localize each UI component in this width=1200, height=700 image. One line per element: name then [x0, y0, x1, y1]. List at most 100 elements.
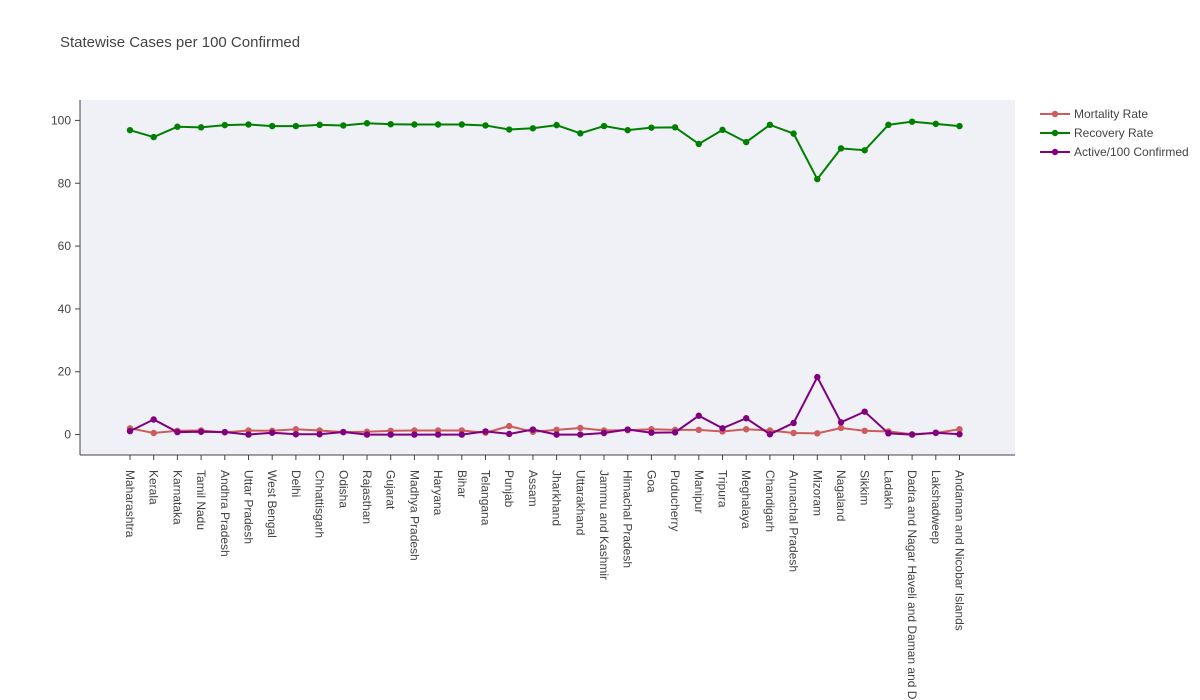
data-point-active-100-confirmed-mizoram[interactable] — [814, 373, 821, 381]
data-point-recovery-rate-jammu-and-kashmir[interactable] — [600, 122, 608, 130]
data-point-recovery-rate-uttar-pradesh[interactable] — [245, 121, 252, 128]
data-point-active-100-confirmed-ladakh[interactable] — [885, 430, 892, 437]
data-point-recovery-rate-tripura[interactable] — [719, 126, 726, 134]
data-point-mortality-rate-mizoram[interactable] — [814, 430, 821, 437]
data-point-recovery-rate-chandigarh[interactable] — [766, 121, 774, 129]
data-point-active-100-confirmed-puducherry[interactable] — [671, 429, 679, 436]
data-point-active-100-confirmed-nagaland[interactable] — [837, 419, 845, 426]
data-point-active-100-confirmed-telangana[interactable] — [482, 428, 489, 435]
y-tick-label: 20 — [58, 365, 72, 379]
data-point-recovery-rate-goa[interactable] — [648, 124, 655, 131]
data-point-active-100-confirmed-himachal-pradesh[interactable] — [624, 426, 631, 433]
data-point-active-100-confirmed-goa[interactable] — [648, 429, 655, 436]
data-point-recovery-rate-punjab[interactable] — [506, 126, 513, 133]
data-point-active-100-confirmed-chandigarh[interactable] — [766, 431, 774, 438]
data-point-recovery-rate-puducherry[interactable] — [671, 124, 679, 131]
data-point-active-100-confirmed-arunachal-pradesh[interactable] — [790, 419, 797, 427]
data-point-recovery-rate-west-bengal[interactable] — [269, 122, 276, 130]
data-point-recovery-rate-assam[interactable] — [529, 125, 537, 132]
data-point-mortality-rate-sikkim[interactable] — [861, 427, 868, 435]
data-point-recovery-rate-meghalaya[interactable] — [743, 138, 750, 146]
data-point-mortality-rate-andaman-and-nicobar-islands[interactable] — [956, 426, 963, 433]
data-point-recovery-rate-delhi[interactable] — [292, 122, 300, 130]
data-point-active-100-confirmed-sikkim[interactable] — [861, 408, 868, 415]
legend-item-active-100-confirmed[interactable]: Active/100 Confirmed — [1040, 145, 1189, 159]
data-point-active-100-confirmed-kerala[interactable] — [150, 416, 157, 423]
data-point-recovery-rate-lakshadweep[interactable] — [932, 120, 939, 128]
data-point-active-100-confirmed-madhya-pradesh[interactable] — [411, 431, 418, 438]
data-point-active-100-confirmed-uttarakhand[interactable] — [577, 431, 584, 438]
data-point-mortality-rate-kerala[interactable] — [150, 429, 157, 437]
x-tick-label-chandigarh: Chandigarh — [763, 470, 777, 532]
data-point-active-100-confirmed-maharashtra[interactable] — [126, 427, 134, 435]
data-point-active-100-confirmed-assam[interactable] — [529, 426, 537, 433]
data-point-active-100-confirmed-andhra-pradesh[interactable] — [221, 428, 228, 436]
x-tick-label-andhra-pradesh: Andhra Pradesh — [218, 470, 232, 557]
data-point-recovery-rate-mizoram[interactable] — [814, 175, 821, 183]
x-tick-label-goa: Goa — [644, 470, 658, 493]
data-point-recovery-rate-odisha[interactable] — [340, 122, 347, 129]
data-point-recovery-rate-ladakh[interactable] — [885, 121, 892, 129]
data-point-mortality-rate-arunachal-pradesh[interactable] — [790, 429, 797, 437]
data-point-mortality-rate-manipur[interactable] — [695, 426, 702, 434]
data-point-recovery-rate-uttarakhand[interactable] — [577, 130, 584, 137]
data-point-active-100-confirmed-manipur[interactable] — [695, 412, 702, 419]
legend-item-recovery-rate[interactable]: Recovery Rate — [1040, 126, 1154, 140]
data-point-recovery-rate-manipur[interactable] — [695, 140, 702, 148]
data-point-mortality-rate-delhi[interactable] — [292, 426, 300, 433]
data-point-recovery-rate-arunachal-pradesh[interactable] — [790, 130, 797, 137]
legend[interactable]: Mortality Rate Recovery Rate Active/100 Co… — [1040, 107, 1189, 159]
data-point-recovery-rate-himachal-pradesh[interactable] — [624, 126, 631, 134]
data-point-active-100-confirmed-dadra-and-nagar-haveli-and-daman-and-d[interactable] — [908, 431, 916, 438]
data-point-active-100-confirmed-lakshadweep[interactable] — [932, 429, 939, 436]
data-point-recovery-rate-tamil-nadu[interactable] — [197, 124, 205, 131]
data-point-active-100-confirmed-haryana[interactable] — [434, 431, 442, 438]
x-tick-label-odisha: Odisha — [336, 470, 350, 508]
data-point-mortality-rate-punjab[interactable] — [506, 422, 513, 430]
data-point-active-100-confirmed-odisha[interactable] — [340, 428, 347, 436]
data-point-active-100-confirmed-chhattisgarh[interactable] — [316, 431, 323, 438]
y-tick-label: 60 — [58, 239, 72, 253]
data-point-recovery-rate-andhra-pradesh[interactable] — [221, 121, 228, 129]
data-point-mortality-rate-uttarakhand[interactable] — [577, 424, 584, 432]
legend-label: Recovery Rate — [1074, 126, 1154, 140]
data-point-recovery-rate-sikkim[interactable] — [861, 147, 868, 154]
x-tick-label-bihar: Bihar — [455, 470, 469, 498]
data-point-recovery-rate-kerala[interactable] — [150, 133, 157, 141]
data-point-mortality-rate-meghalaya[interactable] — [743, 426, 750, 433]
data-point-mortality-rate-nagaland[interactable] — [837, 424, 845, 432]
data-point-recovery-rate-chhattisgarh[interactable] — [316, 121, 323, 129]
y-axis-ticks: 0 20 40 60 80 100 — [51, 113, 80, 442]
data-point-active-100-confirmed-west-bengal[interactable] — [269, 429, 276, 436]
data-point-recovery-rate-rajasthan[interactable] — [363, 120, 371, 127]
plot-background — [80, 100, 1015, 455]
data-point-recovery-rate-haryana[interactable] — [434, 121, 442, 128]
data-point-active-100-confirmed-gujarat[interactable] — [387, 431, 394, 438]
data-point-recovery-rate-maharashtra[interactable] — [126, 126, 134, 134]
data-point-mortality-rate-jharkhand[interactable] — [553, 426, 560, 434]
data-point-recovery-rate-jharkhand[interactable] — [553, 121, 560, 129]
data-point-recovery-rate-telangana[interactable] — [482, 122, 489, 129]
data-point-active-100-confirmed-punjab[interactable] — [506, 430, 513, 438]
data-point-recovery-rate-karnataka[interactable] — [174, 123, 181, 130]
x-tick-label-delhi: Delhi — [289, 470, 303, 497]
data-point-recovery-rate-dadra-and-nagar-haveli-and-daman-and-d[interactable] — [908, 118, 916, 125]
data-point-recovery-rate-madhya-pradesh[interactable] — [411, 121, 418, 128]
data-point-active-100-confirmed-jammu-and-kashmir[interactable] — [600, 429, 608, 437]
x-tick-label-meghalaya: Meghalaya — [739, 470, 753, 529]
data-point-active-100-confirmed-rajasthan[interactable] — [363, 431, 371, 438]
data-point-recovery-rate-andaman-and-nicobar-islands[interactable] — [956, 122, 963, 130]
data-point-active-100-confirmed-bihar[interactable] — [458, 431, 465, 438]
data-point-active-100-confirmed-meghalaya[interactable] — [743, 415, 750, 422]
data-point-active-100-confirmed-uttar-pradesh[interactable] — [245, 431, 252, 438]
data-point-recovery-rate-bihar[interactable] — [458, 121, 465, 128]
data-point-recovery-rate-nagaland[interactable] — [837, 145, 845, 152]
data-point-active-100-confirmed-karnataka[interactable] — [174, 428, 181, 436]
data-point-active-100-confirmed-delhi[interactable] — [292, 431, 300, 438]
data-point-active-100-confirmed-tripura[interactable] — [719, 425, 726, 432]
data-point-active-100-confirmed-tamil-nadu[interactable] — [197, 428, 205, 435]
legend-item-mortality-rate[interactable]: Mortality Rate — [1040, 107, 1148, 121]
data-point-active-100-confirmed-jharkhand[interactable] — [553, 431, 560, 438]
data-point-active-100-confirmed-andaman-and-nicobar-islands[interactable] — [956, 431, 963, 438]
data-point-recovery-rate-gujarat[interactable] — [387, 120, 394, 128]
